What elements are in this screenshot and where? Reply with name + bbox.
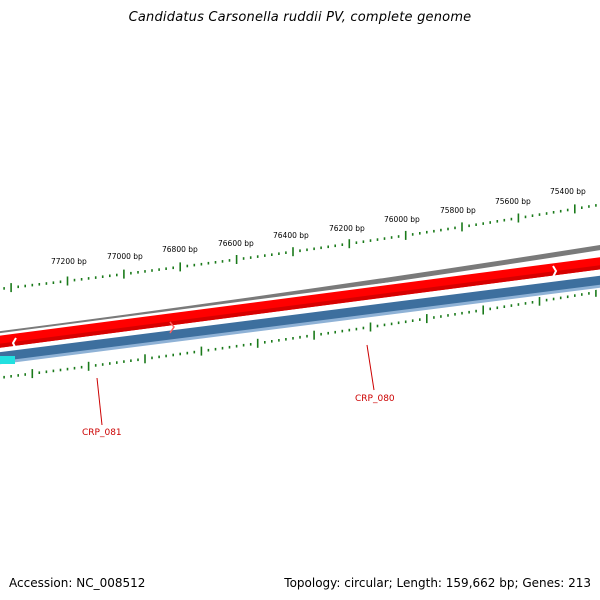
reverse-strand-track <box>0 275 600 364</box>
scale-ticks <box>3 204 597 379</box>
scale-label: 76600 bp <box>218 239 254 248</box>
scale-label: 75600 bp <box>495 197 531 206</box>
scale-label: 77000 bp <box>107 252 143 261</box>
scale-label: 77200 bp <box>51 257 87 266</box>
scale-label: 75800 bp <box>440 206 476 215</box>
accession-label: Accession: NC_008512 <box>9 576 146 590</box>
scale-label: 75400 bp <box>550 187 586 196</box>
forward-strand-shade <box>0 265 600 348</box>
scale-label: 76200 bp <box>329 224 365 233</box>
reverse-strand-highlight <box>0 284 600 365</box>
forward-strand-track <box>0 257 600 348</box>
highlighted-gene-segment <box>0 356 15 364</box>
gene-boundary-marker <box>169 321 175 334</box>
scale-label: 76800 bp <box>162 245 198 254</box>
gene-label-leader-line <box>96 377 103 426</box>
scale-label: 76400 bp <box>273 231 309 240</box>
gene-label-crp-081: CRP_081 <box>82 428 122 438</box>
scale-label: 76000 bp <box>384 215 420 224</box>
genome-summary: Topology: circular; Length: 159,662 bp; … <box>284 576 591 590</box>
gene-boundary-marker <box>11 337 17 350</box>
gene-label-crp-080: CRP_080 <box>355 394 395 404</box>
gene-tracks <box>0 243 600 366</box>
gene-annotations: CRP_080 CRP_081 <box>82 344 395 438</box>
map-title: Candidatus Carsonella ruddii PV, complet… <box>128 10 472 25</box>
scale-labels: 77200 bp 77000 bp 76800 bp 76600 bp 76400 bp… <box>51 187 586 266</box>
gene-boundary-marker <box>552 265 558 278</box>
gene-label-leader-line <box>366 344 375 391</box>
